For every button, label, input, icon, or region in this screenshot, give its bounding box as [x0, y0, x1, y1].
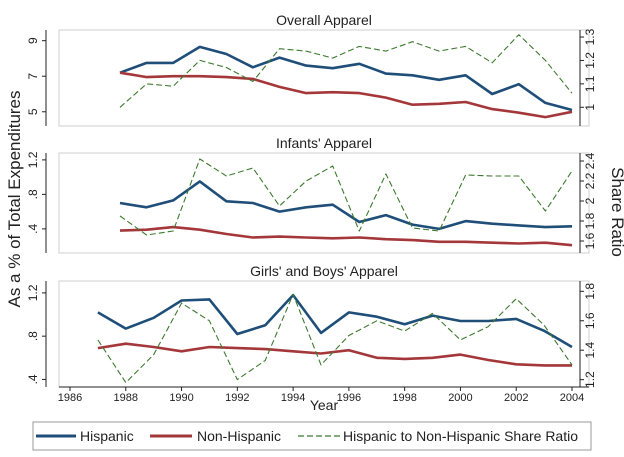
legend: Hispanic Non-Hispanic Hispanic to Non-Hi…: [33, 422, 591, 450]
infants-apparel-left-tick-label: .8: [26, 189, 40, 199]
overall-apparel-left-tick-label: 7: [26, 73, 40, 80]
girls-and-boys-apparel-x-tick-label: 1996: [337, 392, 361, 404]
overall-apparel-title: Overall Apparel: [276, 12, 372, 28]
girls-and-boys-apparel-x-tick-label: 2004: [560, 392, 584, 404]
overall-apparel-right-tick-label: 1: [583, 104, 597, 111]
infants-apparel-right-tick-label: 1.8: [583, 212, 597, 229]
infants-apparel-right-tick-label: 1.6: [583, 232, 597, 249]
legend-label-hispanic: Hispanic: [80, 428, 134, 444]
panel-girls-and-boys-apparel: Girls' and Boys' Apparel .4 .8 1.2 1.2 1.4 1.6…: [26, 263, 597, 404]
overall-apparel-series-hispanic-to-non-hispanic-share-ratio: [120, 35, 572, 108]
overall-apparel-left-tick-label: 5: [26, 108, 40, 115]
x-axis-label: Year: [310, 397, 339, 413]
girls-and-boys-apparel-series-non-hispanic: [98, 344, 572, 366]
girls-and-boys-apparel-x-tick-label: 2002: [504, 392, 528, 404]
girls-and-boys-apparel-x-tick-label: 1992: [225, 392, 249, 404]
overall-apparel-series-non-hispanic: [120, 73, 572, 117]
overall-apparel-series-hispanic: [120, 47, 572, 110]
infants-apparel-left-tick-label: 1.2: [26, 151, 40, 168]
girls-and-boys-apparel-left-tick-label: 1.2: [26, 284, 40, 301]
girls-and-boys-apparel-x-tick-label: 2000: [448, 392, 472, 404]
girls-and-boys-apparel-series-hispanic: [98, 295, 572, 347]
infants-apparel-right-tick-label: 2.4: [583, 152, 597, 169]
girls-and-boys-apparel-x-tick-label: 1994: [281, 392, 305, 404]
left-axis-label: As a % of Total Expenditures: [5, 90, 24, 307]
girls-and-boys-apparel-x-tick-label: 1998: [392, 392, 416, 404]
infants-apparel-left-tick-label: .4: [26, 224, 40, 234]
infants-apparel-title: Infants' Apparel: [276, 135, 372, 151]
girls-and-boys-apparel-right-tick-label: 1.8: [583, 283, 597, 300]
infants-apparel-right-tick-label: 2: [583, 197, 597, 204]
girls-and-boys-apparel-x-tick-label: 1988: [114, 392, 138, 404]
legend-label-ratio: Hispanic to Non-Hispanic Share Ratio: [343, 428, 578, 444]
overall-apparel-left-tick-label: 9: [26, 37, 40, 44]
girls-and-boys-apparel-left-tick-label: .4: [26, 374, 40, 384]
overall-apparel-right-tick-label: 1.1: [583, 75, 597, 92]
infants-apparel-series-hispanic: [120, 181, 572, 229]
girls-and-boys-apparel-x-tick-label: 1986: [58, 392, 82, 404]
legend-label-non-hispanic: Non-Hispanic: [197, 428, 281, 444]
girls-and-boys-apparel-left-tick-label: .8: [26, 331, 40, 341]
right-axis-label: Share Ratio: [608, 167, 624, 257]
girls-and-boys-apparel-right-tick-label: 1.6: [583, 312, 597, 329]
infants-apparel-right-tick-label: 2.2: [583, 172, 597, 189]
panel-overall-apparel: Overall Apparel 5 7 9 1 1.1 1.2 1.3: [26, 12, 597, 126]
girls-and-boys-apparel-frame: [59, 281, 589, 387]
girls-and-boys-apparel-right-tick-label: 1.4: [583, 342, 597, 359]
girls-and-boys-apparel-x-tick-label: 1990: [169, 392, 193, 404]
panel-infants-apparel: Infants' Apparel .4 .8 1.2 1.6 1.8 2 2.2 2.4: [26, 135, 597, 253]
overall-apparel-right-tick-label: 1.2: [583, 52, 597, 69]
chart-panels: Overall Apparel 5 7 9 1 1.1 1.2 1.3 Infants' App…: [26, 12, 597, 404]
infants-apparel-series-non-hispanic: [120, 227, 572, 245]
overall-apparel-right-tick-label: 1.3: [583, 28, 597, 45]
girls-and-boys-apparel-title: Girls' and Boys' Apparel: [250, 263, 398, 279]
girls-and-boys-apparel-right-tick-label: 1.2: [583, 371, 597, 388]
